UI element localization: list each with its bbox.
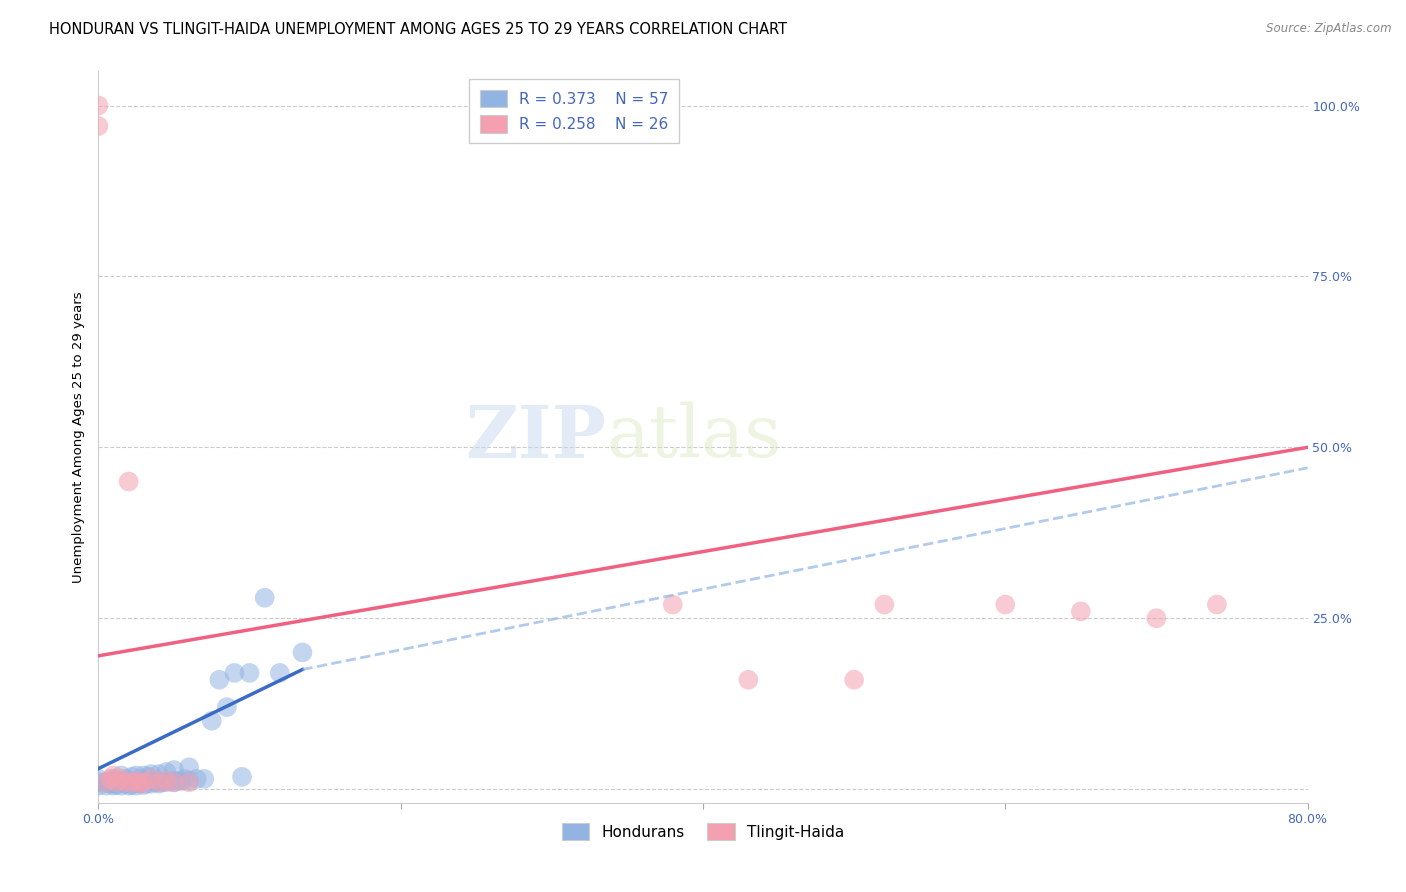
Point [103, 777, 125, 791]
Point [136, 770, 159, 784]
Point [87, 775, 110, 789]
Point [114, 775, 136, 789]
Point [103, 779, 125, 793]
Point [145, 775, 167, 789]
Point [103, 768, 125, 782]
Point [125, 775, 148, 789]
Point [173, 772, 195, 786]
Point [141, 777, 163, 791]
Point [118, 773, 141, 788]
Point [105, 775, 128, 789]
Point [121, 778, 143, 792]
Point [110, 772, 132, 786]
Point [87, 98, 110, 112]
Point [148, 767, 170, 781]
Point [1070, 604, 1092, 618]
Point [179, 760, 201, 774]
Point [125, 779, 148, 793]
Point [118, 475, 141, 489]
Point [110, 775, 132, 789]
Text: atlas: atlas [606, 401, 782, 473]
Point [87, 772, 110, 786]
Point [125, 773, 148, 788]
Point [141, 767, 163, 781]
Point [170, 773, 193, 788]
Point [121, 775, 143, 789]
Point [737, 673, 759, 687]
Point [160, 773, 183, 788]
Point [1144, 611, 1167, 625]
Point [163, 775, 186, 789]
Point [224, 665, 246, 680]
Point [291, 645, 314, 659]
Point [141, 772, 163, 786]
Point [994, 598, 1017, 612]
Point [269, 665, 291, 680]
Point [201, 714, 224, 728]
Point [94, 775, 117, 789]
Point [231, 770, 253, 784]
Point [87, 119, 110, 133]
Point [150, 775, 173, 789]
Point [1206, 598, 1229, 612]
Point [105, 778, 128, 792]
Point [179, 773, 201, 788]
Point [186, 772, 208, 786]
Point [132, 778, 155, 792]
Point [105, 773, 128, 788]
Point [118, 779, 141, 793]
Point [163, 775, 186, 789]
Point [103, 772, 125, 786]
Point [208, 673, 231, 687]
Point [661, 598, 683, 612]
Point [132, 775, 155, 789]
Point [193, 772, 215, 786]
Point [155, 775, 177, 789]
Point [148, 775, 170, 789]
Point [121, 770, 143, 784]
Point [129, 772, 152, 786]
Point [94, 779, 117, 793]
Point [94, 775, 117, 789]
Point [98, 773, 121, 788]
Point [163, 763, 186, 777]
Point [844, 673, 866, 687]
Point [148, 777, 170, 791]
Point [125, 768, 148, 782]
Point [215, 700, 238, 714]
Point [155, 765, 177, 780]
Text: HONDURAN VS TLINGIT-HAIDA UNEMPLOYMENT AMONG AGES 25 TO 29 YEARS CORRELATION CHA: HONDURAN VS TLINGIT-HAIDA UNEMPLOYMENT A… [49, 22, 787, 37]
Text: ZIP: ZIP [465, 401, 606, 473]
Point [110, 779, 132, 793]
Point [873, 598, 896, 612]
Point [155, 773, 177, 788]
Point [114, 777, 136, 791]
Point [132, 768, 155, 782]
Point [129, 777, 152, 791]
Point [135, 777, 157, 791]
Point [129, 777, 152, 791]
Point [100, 772, 122, 786]
Point [110, 768, 132, 782]
Point [179, 775, 201, 789]
Text: Source: ZipAtlas.com: Source: ZipAtlas.com [1267, 22, 1392, 36]
Point [114, 772, 136, 786]
Point [166, 773, 188, 788]
Point [239, 665, 262, 680]
Point [98, 777, 121, 791]
Y-axis label: Unemployment Among Ages 25 to 29 years: Unemployment Among Ages 25 to 29 years [72, 292, 86, 582]
Point [253, 591, 276, 605]
Legend: Hondurans, Tlingit-Haida: Hondurans, Tlingit-Haida [555, 816, 851, 847]
Point [87, 779, 110, 793]
